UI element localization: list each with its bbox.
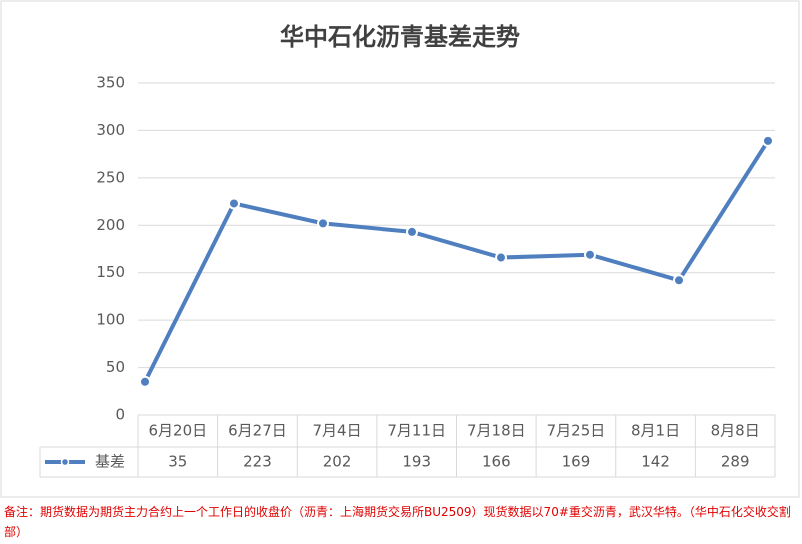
y-tick-label: 200 bbox=[96, 216, 125, 234]
x-tick-label: 7月4日 bbox=[313, 422, 362, 440]
table-value: 289 bbox=[721, 453, 750, 471]
y-tick-label: 0 bbox=[115, 406, 125, 424]
table-value: 169 bbox=[562, 453, 591, 471]
x-tick-label: 7月25日 bbox=[547, 422, 606, 440]
x-tick-label: 8月1日 bbox=[631, 422, 680, 440]
chart: 华中石化沥青基差走势 0 50 100 150 200 250 300 350 基差 6月20日 6… bbox=[0, 0, 800, 498]
y-tick-label: 300 bbox=[96, 121, 125, 139]
data-point bbox=[406, 225, 418, 238]
data-point bbox=[317, 217, 329, 230]
table-value: 223 bbox=[243, 453, 272, 471]
table-value: 166 bbox=[482, 453, 511, 471]
table-value: 202 bbox=[323, 453, 352, 471]
legend-marker bbox=[60, 457, 70, 467]
footnote: 备注：期货数据为期货主力合约上一个工作日的收盘价（沥青：上海期货交易所BU250… bbox=[4, 505, 791, 539]
table-value: 142 bbox=[641, 453, 670, 471]
data-line bbox=[143, 139, 770, 383]
y-tick-label: 50 bbox=[106, 358, 125, 376]
x-tick-label: 6月20日 bbox=[148, 422, 207, 440]
data-point bbox=[139, 375, 151, 388]
data-point bbox=[584, 248, 596, 261]
data-point bbox=[673, 274, 685, 287]
table-value: 35 bbox=[168, 453, 187, 471]
data-point bbox=[228, 197, 240, 210]
y-tick-label: 150 bbox=[96, 263, 125, 281]
x-tick-label: 6月27日 bbox=[228, 422, 287, 440]
table-value: 193 bbox=[402, 453, 431, 471]
data-point bbox=[762, 134, 774, 147]
y-tick-label: 100 bbox=[96, 311, 125, 329]
x-tick-label: 7月11日 bbox=[387, 422, 446, 440]
y-tick-label: 350 bbox=[96, 74, 125, 92]
chart-frame bbox=[0, 0, 800, 498]
x-tick-label: 8月8日 bbox=[711, 422, 760, 440]
x-tick-label: 7月18日 bbox=[467, 422, 526, 440]
legend-label: 基差 bbox=[95, 453, 125, 471]
chart-title: 华中石化沥青基差走势 bbox=[280, 23, 520, 51]
data-point bbox=[495, 251, 507, 264]
y-tick-label: 250 bbox=[96, 168, 125, 186]
